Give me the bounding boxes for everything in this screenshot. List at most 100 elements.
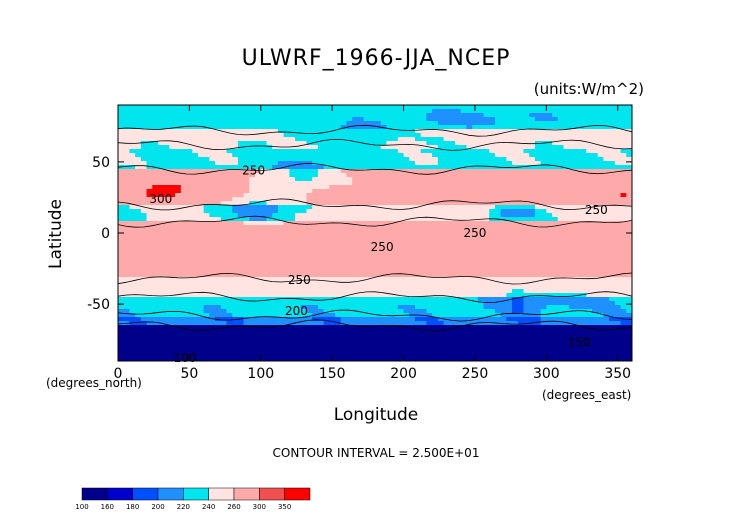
heatmap-cell [335, 105, 342, 110]
heatmap-cell [312, 185, 319, 190]
heatmap-cell [163, 205, 170, 210]
heatmap-cell [209, 221, 216, 226]
heatmap-cell [346, 209, 353, 214]
heatmap-cell [454, 181, 462, 186]
heatmap-cell [175, 273, 182, 278]
heatmap-cell [255, 261, 262, 266]
heatmap-cell [483, 129, 490, 134]
heatmap-cell [186, 297, 193, 302]
heatmap-cell [403, 129, 410, 134]
heatmap-cell [546, 173, 553, 178]
heatmap-cell [300, 233, 308, 238]
heatmap-cell [283, 237, 290, 242]
heatmap-cell [500, 209, 507, 214]
heatmap-cell [506, 197, 513, 202]
heatmap-cell [563, 273, 570, 278]
heatmap-cell [295, 201, 302, 206]
heatmap-cell [140, 197, 148, 202]
heatmap-cell [335, 273, 342, 278]
heatmap-cell [135, 249, 142, 254]
heatmap-cell [529, 321, 536, 326]
heatmap-cell [123, 225, 131, 230]
heatmap-cell [614, 289, 622, 294]
heatmap-cell [517, 189, 525, 194]
heatmap-cell [220, 201, 228, 206]
heatmap-cell [375, 269, 382, 274]
heatmap-cell [603, 205, 610, 210]
heatmap-cell [523, 317, 530, 322]
heatmap-cell [249, 165, 256, 170]
heatmap-cell [512, 241, 519, 246]
heatmap-cell [449, 193, 456, 198]
heatmap-cell [414, 269, 422, 274]
heatmap-cell [329, 149, 336, 154]
heatmap-cell [386, 129, 393, 134]
heatmap-cell [220, 305, 228, 310]
heatmap-cell [357, 301, 365, 306]
heatmap-cell [369, 297, 376, 302]
heatmap-cell [563, 261, 570, 266]
heatmap-cell [180, 129, 188, 134]
heatmap-cell [129, 269, 136, 274]
heatmap-cell [609, 253, 616, 258]
heatmap-cell [329, 273, 336, 278]
heatmap-cell [552, 145, 559, 150]
heatmap-cell [140, 229, 148, 234]
heatmap-cell [592, 197, 599, 202]
heatmap-cell [357, 173, 365, 178]
heatmap-cell [523, 301, 530, 306]
heatmap-cell [437, 289, 445, 294]
heatmap-cell [586, 193, 593, 198]
heatmap-cell [540, 149, 547, 154]
heatmap-cell [197, 125, 205, 130]
heatmap-cell [403, 233, 410, 238]
heatmap-cell [626, 145, 632, 150]
heatmap-cell [118, 273, 125, 278]
heatmap-cell [169, 225, 176, 230]
heatmap-cell [289, 129, 296, 134]
heatmap-cell [540, 177, 547, 182]
heatmap-cell [420, 317, 427, 322]
heatmap-cell [346, 257, 353, 262]
heatmap-cell [386, 273, 393, 278]
heatmap-cell [506, 185, 513, 190]
heatmap-cell [426, 281, 433, 286]
heatmap-cell [592, 157, 599, 162]
heatmap-cell [477, 313, 485, 318]
heatmap-cell [472, 261, 479, 266]
heatmap-cell [169, 277, 176, 282]
heatmap-cell [226, 253, 233, 258]
heatmap-cell [192, 257, 199, 262]
heatmap-cell [249, 181, 256, 186]
heatmap-cell [140, 133, 148, 138]
heatmap-cell [597, 153, 605, 158]
heatmap-cell [397, 157, 405, 162]
heatmap-cell [220, 241, 228, 246]
heatmap-cell [209, 237, 216, 242]
heatmap-cell [220, 141, 228, 146]
heatmap-cell [300, 121, 308, 126]
heatmap-cell [574, 253, 582, 258]
heatmap-cell [289, 177, 296, 182]
heatmap-cell [135, 185, 142, 190]
heatmap-cell [306, 293, 313, 298]
heatmap-cell [540, 185, 547, 190]
heatmap-cell [260, 297, 268, 302]
heatmap-cell [163, 229, 170, 234]
heatmap-cell [129, 297, 136, 302]
heatmap-cell [517, 289, 525, 294]
heatmap-cell [266, 277, 273, 282]
heatmap-cell [237, 169, 245, 174]
heatmap-cell [529, 113, 536, 118]
heatmap-cell [375, 173, 382, 178]
heatmap-cell [449, 113, 456, 118]
heatmap-cell [449, 201, 456, 206]
heatmap-cell [163, 105, 170, 110]
heatmap-cell [209, 109, 216, 114]
heatmap-cell [300, 309, 308, 314]
heatmap-cell [489, 113, 496, 118]
heatmap-cell [118, 285, 125, 290]
heatmap-cell [369, 285, 376, 290]
heatmap-cell [414, 233, 422, 238]
heatmap-cell [386, 141, 393, 146]
